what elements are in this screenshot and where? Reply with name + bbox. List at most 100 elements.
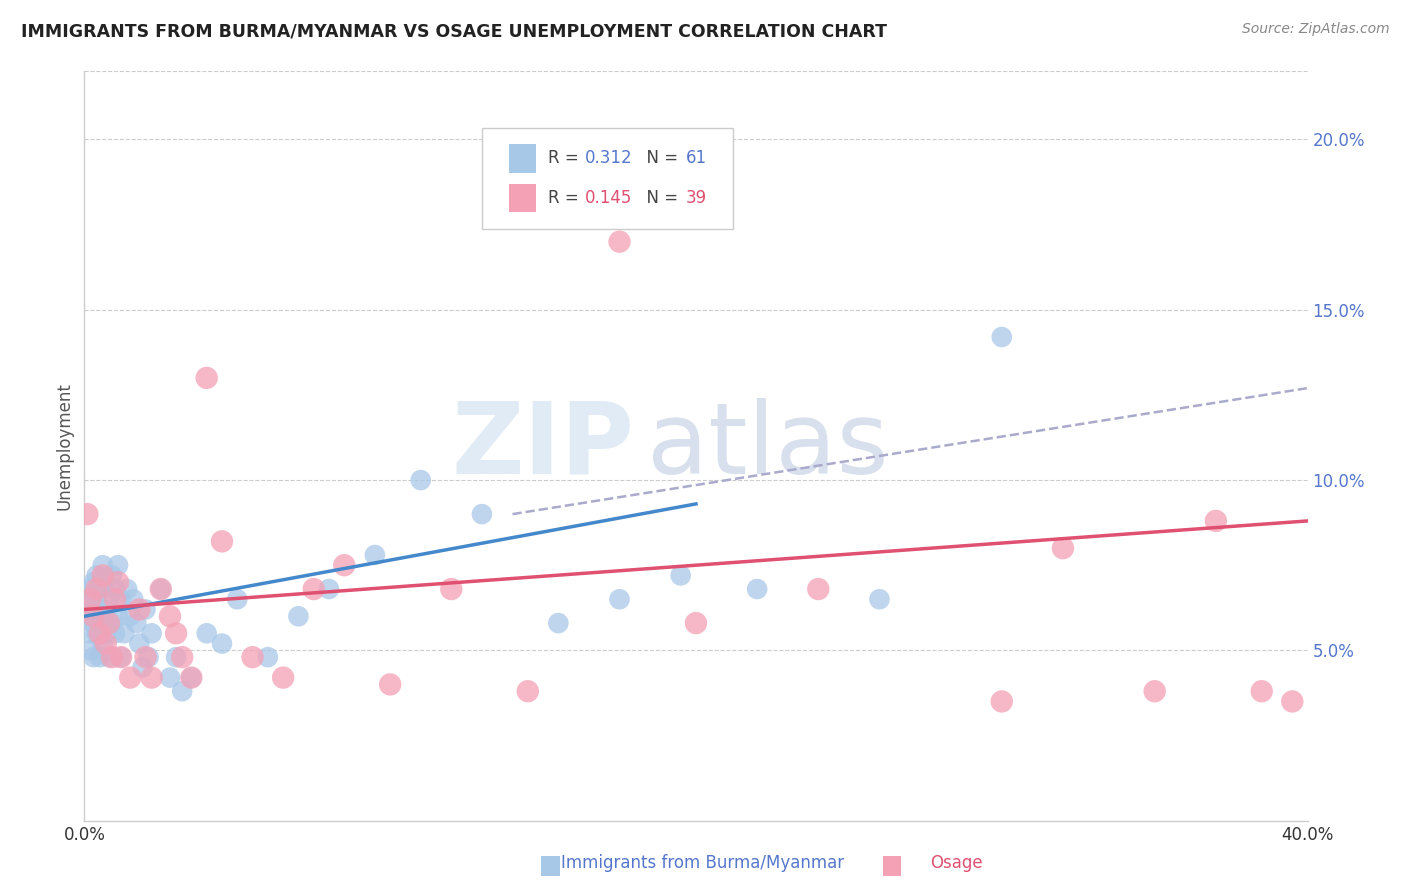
Text: ZIP: ZIP	[451, 398, 636, 494]
Text: R =: R =	[548, 149, 583, 168]
Point	[287, 609, 309, 624]
Point	[609, 592, 631, 607]
Point	[141, 671, 163, 685]
Point	[86, 592, 108, 607]
Point	[110, 650, 132, 665]
Point	[364, 548, 387, 562]
Point	[991, 330, 1014, 344]
Point	[1143, 684, 1166, 698]
Point	[89, 650, 111, 665]
FancyBboxPatch shape	[509, 144, 536, 172]
Point	[172, 684, 194, 698]
Point	[869, 592, 891, 607]
Point	[94, 636, 117, 650]
Point	[165, 626, 187, 640]
Text: 0.312: 0.312	[585, 149, 633, 168]
Point	[122, 592, 145, 607]
Point	[107, 609, 129, 624]
Point	[141, 626, 163, 640]
Point	[380, 677, 402, 691]
Point	[89, 616, 111, 631]
Point	[76, 609, 98, 624]
Point	[257, 650, 280, 665]
Point	[226, 592, 249, 607]
FancyBboxPatch shape	[482, 128, 733, 228]
Point	[107, 575, 129, 590]
Text: R =: R =	[548, 189, 583, 207]
Point	[79, 592, 101, 607]
Point	[195, 371, 218, 385]
Point	[125, 616, 148, 631]
Point	[180, 671, 202, 685]
Point	[211, 534, 233, 549]
FancyBboxPatch shape	[509, 184, 536, 212]
Point	[302, 582, 325, 596]
Point	[131, 660, 153, 674]
Text: 61: 61	[686, 149, 707, 168]
Point	[86, 626, 108, 640]
Point	[107, 558, 129, 573]
Text: N =: N =	[636, 149, 683, 168]
Point	[165, 650, 187, 665]
Point	[79, 626, 101, 640]
Point	[86, 568, 108, 582]
Point	[94, 575, 117, 590]
Point	[86, 582, 108, 596]
Point	[91, 568, 114, 582]
Point	[409, 473, 432, 487]
Point	[83, 609, 105, 624]
Point	[79, 582, 101, 596]
Point	[112, 626, 135, 640]
Point	[91, 602, 114, 616]
Point	[83, 602, 105, 616]
Point	[471, 507, 494, 521]
Point	[101, 616, 124, 631]
Point	[333, 558, 356, 573]
Point	[211, 636, 233, 650]
Point	[149, 582, 172, 596]
Point	[138, 650, 160, 665]
Point	[89, 626, 111, 640]
Point	[149, 582, 172, 596]
Point	[1052, 541, 1074, 556]
Point	[242, 650, 264, 665]
Point	[135, 602, 157, 616]
Point	[76, 507, 98, 521]
Point	[159, 671, 181, 685]
Point	[76, 592, 98, 607]
Point	[807, 582, 830, 596]
Point	[669, 568, 692, 582]
Point	[97, 592, 120, 607]
Point	[547, 616, 569, 631]
Point	[172, 650, 194, 665]
Point	[120, 609, 142, 624]
Point	[91, 636, 114, 650]
Point	[685, 616, 707, 631]
Point	[991, 694, 1014, 708]
Point	[135, 650, 157, 665]
Point	[440, 582, 463, 596]
Point	[83, 616, 105, 631]
Point	[79, 643, 101, 657]
Point	[104, 626, 127, 640]
Point	[1205, 514, 1227, 528]
Point	[110, 650, 132, 665]
Text: 39: 39	[686, 189, 707, 207]
Point	[91, 558, 114, 573]
Point	[195, 626, 218, 640]
Point	[1250, 684, 1272, 698]
Point	[747, 582, 769, 596]
Point	[318, 582, 340, 596]
Text: Immigrants from Burma/Myanmar: Immigrants from Burma/Myanmar	[561, 855, 845, 872]
Text: IMMIGRANTS FROM BURMA/MYANMAR VS OSAGE UNEMPLOYMENT CORRELATION CHART: IMMIGRANTS FROM BURMA/MYANMAR VS OSAGE U…	[21, 22, 887, 40]
Point	[120, 671, 142, 685]
Point	[271, 671, 294, 685]
Point	[516, 684, 538, 698]
Text: Source: ZipAtlas.com: Source: ZipAtlas.com	[1241, 22, 1389, 37]
Point	[1281, 694, 1303, 708]
Text: atlas: atlas	[647, 398, 889, 494]
Point	[128, 636, 150, 650]
Point	[110, 592, 132, 607]
Point	[101, 568, 124, 582]
Point	[94, 626, 117, 640]
